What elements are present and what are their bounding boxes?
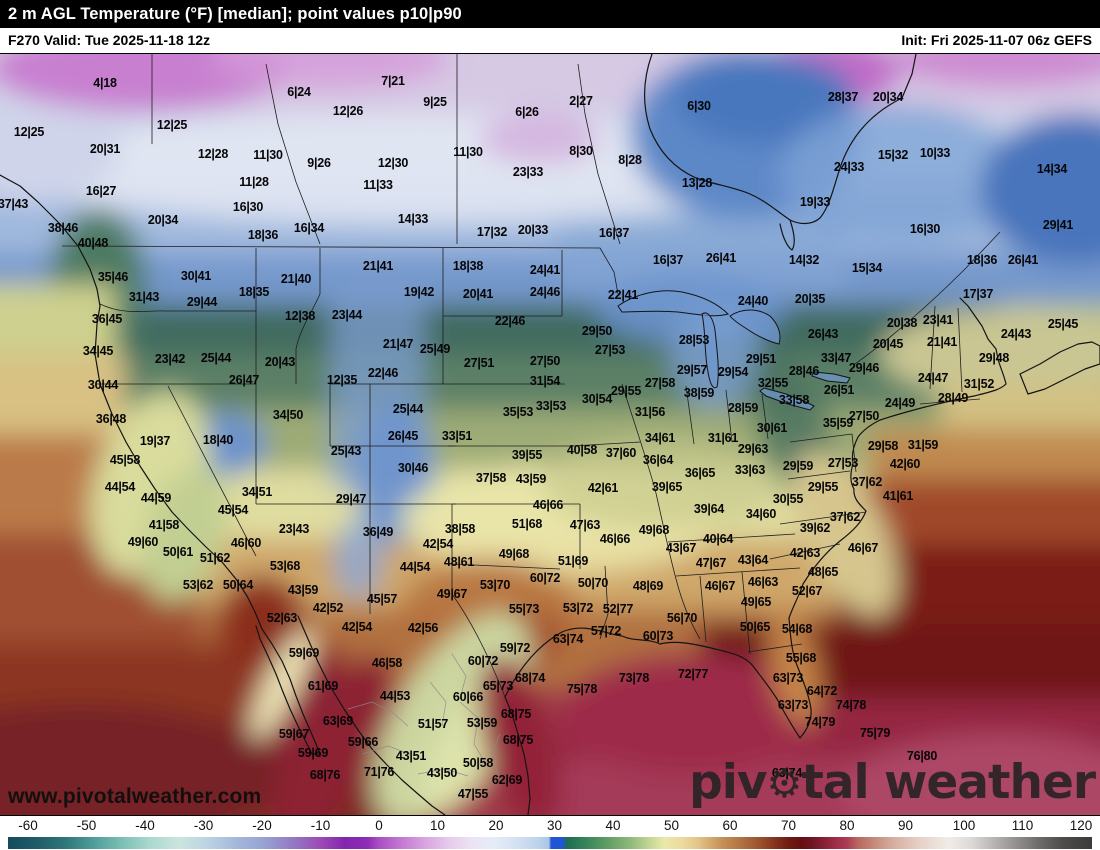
colorbar-tick-label: -50: [76, 818, 97, 833]
color-scale-ticks: -60 -50 -40 -30 -20 -10 0 10 20 30 40 50 60 70 80 90 100…: [0, 818, 1100, 836]
brand-text-left: piv: [689, 755, 767, 810]
colorbar-tick-label: 80: [839, 818, 855, 833]
color-scale-gradient-bar: [8, 837, 1092, 849]
website-watermark: www.pivotalweather.com: [8, 785, 262, 808]
colorbar-tick-label: -30: [193, 818, 214, 833]
forecast-info-bar: F270 Valid: Tue 2025-11-18 12z Init: Fri…: [0, 28, 1100, 54]
colorbar-tick-label: -20: [252, 818, 272, 833]
temperature-map: [0, 54, 1100, 815]
page-title: 2 m AGL Temperature (°F) [median]; point…: [8, 5, 462, 23]
colorbar-tick-label: 70: [780, 818, 797, 833]
colorbar-tick-label: 60: [722, 818, 738, 833]
colorbar-tick-label: 10: [429, 818, 446, 833]
colorbar-tick-label: 0: [375, 818, 383, 833]
colorbar-tick-label: 30: [546, 818, 563, 833]
great-lakes: [617, 290, 851, 411]
pivotal-weather-logo: piv⚙tal weather: [689, 755, 1096, 810]
init-time-label: Init: Fri 2025-11-07 06z GEFS: [901, 32, 1092, 48]
colorbar-tick-label: -60: [18, 818, 38, 833]
valid-time-label: F270 Valid: Tue 2025-11-18 12z: [8, 32, 211, 48]
colorbar-tick-label: 120: [1069, 818, 1093, 833]
colorbar-tick-label: 100: [952, 818, 976, 833]
title-bar: 2 m AGL Temperature (°F) [median]; point…: [0, 0, 1100, 28]
state-borders: [61, 54, 1001, 698]
coastlines: [0, 54, 1100, 815]
colorbar-tick-label: 40: [605, 818, 621, 833]
colorbar-tick-label: -10: [310, 818, 331, 833]
colorbar-tick-label: 20: [488, 818, 504, 833]
colorbar-tick-label: 110: [1011, 818, 1034, 833]
mexico-state-borders: [347, 653, 501, 777]
map-shading: [0, 54, 1100, 815]
color-scale: -60 -50 -40 -30 -20 -10 0 10 20 30 40 50 60 70 80 90 100…: [0, 815, 1100, 850]
colorbar-tick-label: 90: [897, 818, 914, 833]
brand-text-right: tal weather: [801, 755, 1096, 810]
colorbar-tick-label: 50: [663, 818, 680, 833]
colorbar-tick-label: -40: [135, 818, 155, 833]
gear-icon: ⚙: [766, 761, 802, 807]
